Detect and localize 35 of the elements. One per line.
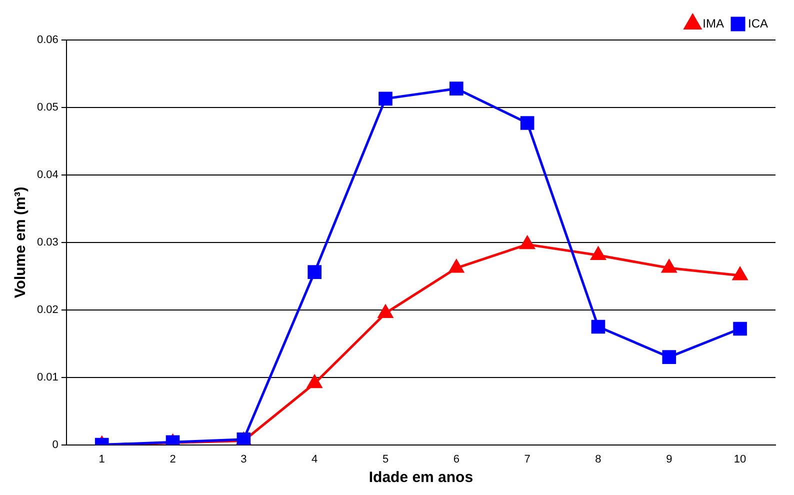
y-tick-label: 0.02 <box>36 304 58 316</box>
point <box>450 82 464 96</box>
point <box>732 267 748 280</box>
x-tick-label: 5 <box>382 453 389 466</box>
x-tick-label: 3 <box>240 453 247 466</box>
x-tick-label: 6 <box>453 453 460 466</box>
point <box>662 350 676 364</box>
legend-label: ICA <box>748 16 768 30</box>
y-tick-label: 0 <box>52 438 58 451</box>
y-tick-label: 0.03 <box>36 236 58 248</box>
point <box>733 322 747 336</box>
point <box>308 265 322 279</box>
legend-label: IMA <box>702 16 724 30</box>
point <box>378 92 392 106</box>
point <box>378 304 393 318</box>
y-tick-label: 0.01 <box>36 371 58 384</box>
y-tick-label: 0.06 <box>36 34 58 46</box>
x-tick-label: 1 <box>98 453 105 466</box>
point <box>449 260 464 273</box>
point <box>307 375 322 388</box>
point <box>520 236 535 250</box>
point <box>520 116 534 130</box>
x-tick-label: 4 <box>312 453 318 466</box>
point <box>591 320 606 334</box>
y-tick-label: 0.05 <box>36 102 58 114</box>
point <box>590 246 606 260</box>
x-tick-label: 10 <box>734 453 746 466</box>
y-axis-title: Volume em (m³) <box>12 186 30 298</box>
x-tick-label: 9 <box>666 453 672 466</box>
x-tick-label: 7 <box>524 453 530 466</box>
x-axis-title: Idade em anos <box>368 469 474 486</box>
y-tick-label: 0.04 <box>36 168 58 181</box>
x-tick-label: 8 <box>595 453 602 466</box>
x-tick-label: 2 <box>170 453 176 466</box>
point <box>662 260 676 273</box>
